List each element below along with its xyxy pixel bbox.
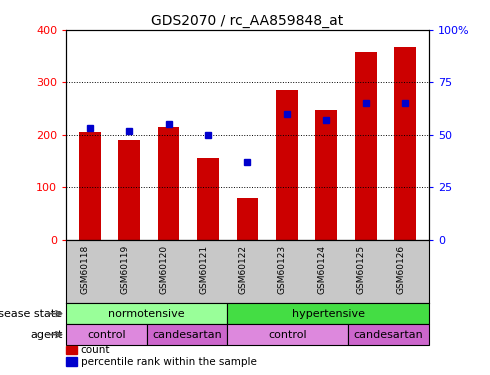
Text: percentile rank within the sample: percentile rank within the sample — [81, 357, 257, 366]
Bar — [237, 198, 258, 240]
Text: GSM60121: GSM60121 — [199, 244, 208, 294]
Text: candesartan: candesartan — [354, 330, 423, 340]
Text: GSM60119: GSM60119 — [120, 244, 129, 294]
Text: control: control — [269, 330, 307, 340]
Text: GSM60123: GSM60123 — [278, 244, 287, 294]
Bar — [197, 158, 219, 240]
Bar — [79, 132, 100, 240]
Text: GSM60124: GSM60124 — [318, 244, 326, 294]
Text: candesartan: candesartan — [152, 330, 222, 340]
Bar — [355, 52, 376, 240]
Text: GSM60126: GSM60126 — [396, 244, 405, 294]
Title: GDS2070 / rc_AA859848_at: GDS2070 / rc_AA859848_at — [151, 13, 343, 28]
Text: agent: agent — [30, 330, 63, 340]
Bar — [276, 90, 298, 240]
Bar — [227, 303, 429, 324]
Bar — [227, 324, 348, 345]
Text: disease state: disease state — [0, 309, 63, 319]
Bar — [158, 127, 179, 240]
Bar — [66, 346, 77, 354]
Bar — [66, 324, 147, 345]
Bar — [348, 324, 429, 345]
Bar — [316, 110, 337, 240]
Bar — [147, 324, 227, 345]
Bar — [66, 357, 77, 366]
Bar — [394, 47, 416, 240]
Text: count: count — [81, 345, 110, 355]
Text: GSM60118: GSM60118 — [81, 244, 90, 294]
Text: control: control — [87, 330, 126, 340]
Bar — [119, 140, 140, 240]
Text: GSM60120: GSM60120 — [160, 244, 169, 294]
Text: GSM60125: GSM60125 — [357, 244, 366, 294]
Text: GSM60122: GSM60122 — [239, 244, 247, 294]
Text: hypertensive: hypertensive — [292, 309, 365, 319]
Bar — [66, 303, 227, 324]
Text: normotensive: normotensive — [108, 309, 185, 319]
